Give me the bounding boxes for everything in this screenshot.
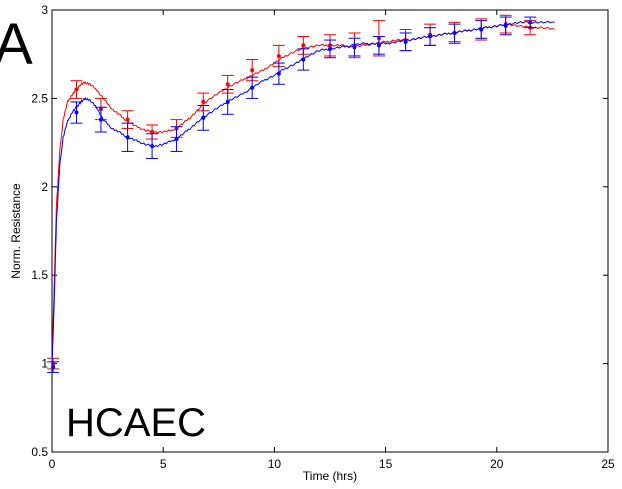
data-point-blue	[277, 72, 281, 76]
data-point-red	[250, 68, 254, 72]
data-point-blue	[352, 45, 356, 49]
error-bar-blue	[122, 123, 134, 151]
data-point-blue	[301, 58, 305, 62]
data-point-blue	[428, 35, 432, 39]
data-point-red	[201, 100, 205, 104]
series-red	[47, 15, 554, 369]
data-point-blue	[479, 27, 483, 31]
data-point-blue	[226, 100, 230, 104]
x-tick-label: 0	[49, 457, 56, 471]
error-bar-blue	[373, 37, 385, 55]
panel-letter: A	[0, 12, 33, 77]
data-point-blue	[51, 365, 55, 369]
data-point-blue	[126, 135, 130, 139]
y-tick-label: 0.5	[31, 445, 48, 459]
data-point-blue	[99, 118, 103, 122]
data-point-blue	[175, 137, 179, 141]
x-tick-label: 5	[160, 457, 167, 471]
data-point-blue	[504, 24, 508, 28]
series-line-blue	[52, 21, 555, 368]
data-point-blue	[250, 86, 254, 90]
data-point-blue	[404, 40, 408, 44]
x-tick-label: 20	[490, 457, 504, 471]
data-point-red	[277, 54, 281, 58]
data-point-red	[126, 118, 130, 122]
data-point-blue	[453, 31, 457, 35]
series-blue	[47, 17, 554, 372]
y-tick-label: 1.5	[31, 268, 48, 282]
data-point-blue	[74, 111, 78, 115]
error-bar-blue	[297, 49, 309, 70]
data-point-red	[301, 43, 305, 47]
x-tick-label: 15	[379, 457, 393, 471]
y-tick-label: 2.5	[31, 91, 48, 105]
data-point-blue	[150, 144, 154, 148]
series-line-red	[52, 23, 555, 364]
error-bar-blue	[424, 28, 436, 46]
y-tick-label: 3	[41, 3, 48, 17]
data-point-blue	[528, 20, 532, 24]
series-layer	[47, 15, 554, 372]
data-point-blue	[328, 47, 332, 51]
x-tick-label: 10	[268, 457, 282, 471]
x-axis-label: Time (hrs)	[303, 469, 357, 483]
error-bar-blue	[449, 24, 461, 42]
plot-frame	[52, 10, 608, 452]
cell-type-annotation: HCAEC	[66, 401, 206, 445]
x-tick-label: 25	[601, 457, 615, 471]
data-point-blue	[201, 116, 205, 120]
data-point-red	[74, 88, 78, 92]
data-point-red	[226, 82, 230, 86]
error-bar-blue	[500, 17, 512, 35]
y-axis-label: Norm. Resistance	[9, 183, 23, 279]
y-tick-label: 2	[41, 180, 48, 194]
data-point-blue	[377, 43, 381, 47]
error-bar-blue	[47, 362, 59, 373]
